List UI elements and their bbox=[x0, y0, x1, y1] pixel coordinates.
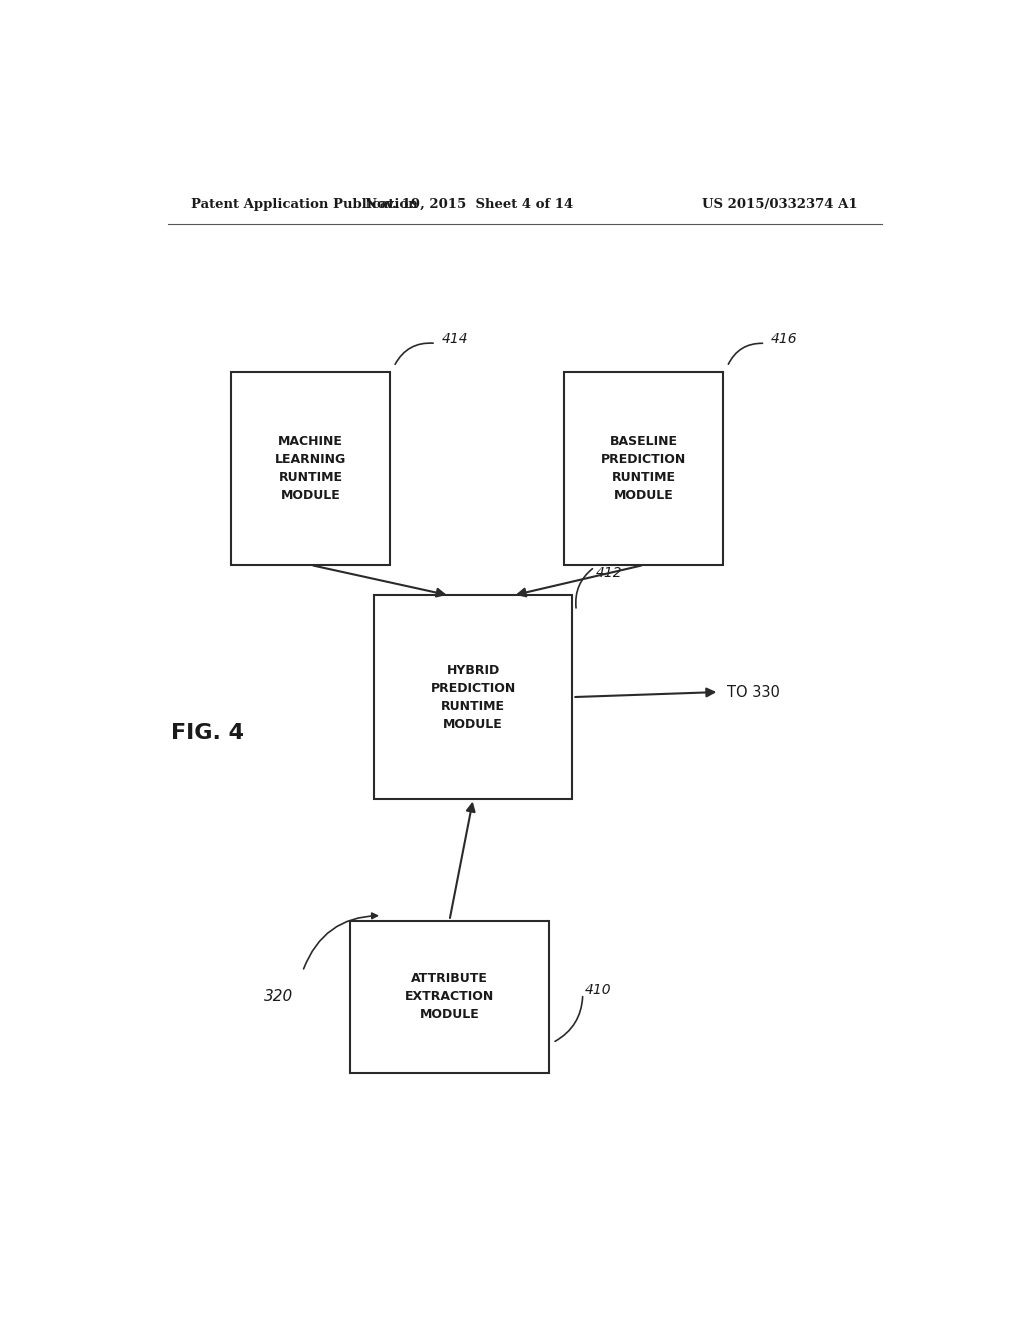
Text: 416: 416 bbox=[771, 333, 798, 346]
Text: 412: 412 bbox=[596, 566, 623, 579]
Text: ATTRIBUTE
EXTRACTION
MODULE: ATTRIBUTE EXTRACTION MODULE bbox=[404, 973, 494, 1022]
Bar bbox=[564, 372, 723, 565]
Bar bbox=[374, 595, 572, 799]
Text: TO 330: TO 330 bbox=[727, 685, 780, 700]
Text: MACHINE
LEARNING
RUNTIME
MODULE: MACHINE LEARNING RUNTIME MODULE bbox=[274, 434, 346, 502]
Text: HYBRID
PREDICTION
RUNTIME
MODULE: HYBRID PREDICTION RUNTIME MODULE bbox=[430, 664, 516, 730]
Text: BASELINE
PREDICTION
RUNTIME
MODULE: BASELINE PREDICTION RUNTIME MODULE bbox=[601, 434, 686, 502]
Bar bbox=[231, 372, 390, 565]
Text: 410: 410 bbox=[585, 983, 611, 997]
Bar bbox=[350, 921, 549, 1073]
Text: FIG. 4: FIG. 4 bbox=[171, 722, 244, 743]
Text: Nov. 19, 2015  Sheet 4 of 14: Nov. 19, 2015 Sheet 4 of 14 bbox=[366, 198, 573, 211]
Text: US 2015/0332374 A1: US 2015/0332374 A1 bbox=[702, 198, 858, 211]
Text: 320: 320 bbox=[264, 990, 294, 1005]
Text: Patent Application Publication: Patent Application Publication bbox=[191, 198, 418, 211]
Text: 414: 414 bbox=[441, 333, 468, 346]
